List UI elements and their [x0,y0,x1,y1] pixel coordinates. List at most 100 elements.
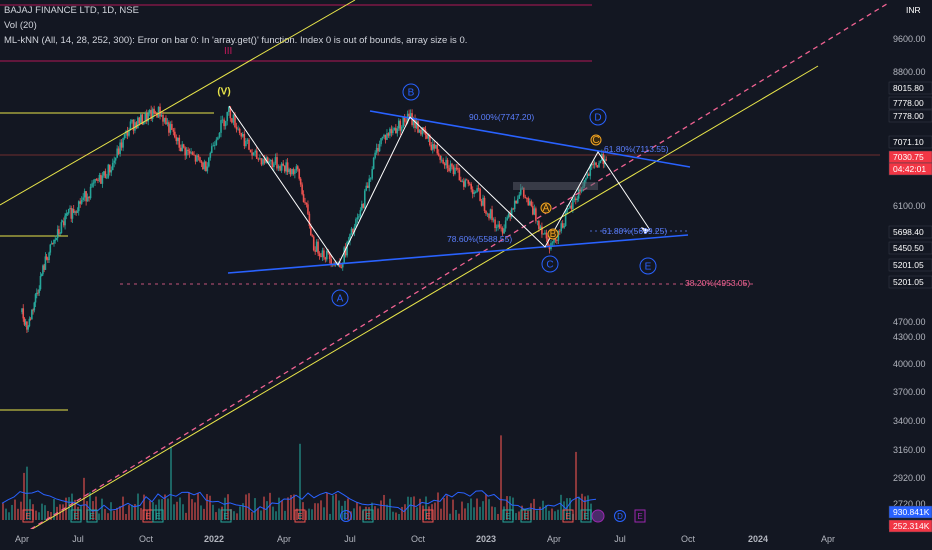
candle-body [101,175,104,184]
fib-label: 78.60%(5588.55) [447,234,512,244]
candle-body [145,113,148,122]
candle-body [363,190,366,208]
candle-body [190,152,192,154]
wave-label-c: C [592,135,599,146]
price-tag-bg [888,519,932,533]
earnings-marker-label: E [155,512,160,521]
candle-body [104,171,107,178]
candle-body [339,262,341,268]
candle-body [132,119,135,131]
candle-body [35,292,38,295]
y-tick-label: 3400.00 [893,416,926,426]
candle-body [548,245,551,250]
candle-body [399,120,402,131]
candle-body [235,127,238,130]
volume-bar [410,497,412,520]
candle-body [436,144,439,154]
earnings-marker-label: E [297,512,302,521]
candle-body [47,259,49,261]
candle-body [123,134,126,139]
volume-bar [107,513,109,520]
candle-body [175,137,178,142]
candle-body [573,198,576,200]
volume-bar [44,505,46,520]
volume-bar [11,504,13,520]
candle-body [518,194,521,199]
volume-bar [497,513,499,520]
candle-body [539,226,542,229]
candle-body [215,139,218,146]
candle-body [142,121,145,125]
candle-body [213,145,216,146]
candle-body [586,174,589,178]
price-tag-bg [888,81,932,95]
candle-body [430,145,433,150]
price-tag-bg [889,4,932,16]
earnings-marker-label: E [145,512,150,521]
volume-bar [566,498,568,520]
candle-body [465,179,468,181]
candle-body [489,209,492,219]
candle-body [76,211,79,213]
earnings-marker-label: E [73,512,78,521]
candle-body [464,179,467,187]
fib-label: 38.20%(4953.05) [685,278,750,288]
candle-body [544,232,546,234]
candle-body [353,226,356,233]
price-tag-bg [888,135,932,149]
candle-body [119,142,121,154]
volume-bar [320,500,322,520]
y-tick-label: 4000.00 [893,359,926,369]
candle-body [75,211,77,213]
volume-bar [8,512,10,520]
volume-bar [17,508,19,520]
volume-bar [41,503,43,520]
volume-bar [164,494,166,520]
volume-bar [359,506,361,520]
volume-bar [539,506,541,520]
candle-body [483,197,486,212]
candle-body [369,178,372,180]
x-tick-label: Oct [411,534,426,544]
volume-bars [1,435,601,520]
dividend-marker [340,510,352,522]
candle-body [556,240,558,241]
candle-body [324,257,327,260]
wave-label-circle [541,255,559,273]
volume-bar [254,498,256,520]
knn-indicator-error[interactable]: ML-kNN (All, 14, 28, 252, 300): Error on… [4,35,468,46]
candle-body [223,119,225,127]
volume-bar [326,492,328,520]
volume-bar [14,499,16,520]
volume-bar [260,510,262,520]
candle-body [426,134,428,139]
candle-body [397,120,400,129]
candle-body [282,163,285,166]
volume-bar [173,504,175,520]
volume-bar [314,503,316,520]
candle-body [503,228,505,234]
candle-body [246,139,249,141]
candle-body [67,208,70,214]
candle-body [166,122,169,125]
candle-body [285,162,287,172]
candle-body [168,122,170,133]
volume-bar [440,508,442,520]
candle-body [536,220,539,222]
volume-bar [308,508,310,520]
volume-bar [458,513,460,520]
volume-bar [404,504,406,520]
volume-bar [239,506,241,520]
earnings-marker [422,509,434,523]
volume-bar [275,511,277,520]
volume-bar [491,506,493,520]
volume-bar [512,497,514,520]
volume-indicator-label[interactable]: Vol (20) [4,20,37,31]
candle-body [437,153,440,156]
volume-bar [587,495,589,520]
x-tick-label: Apr [821,534,835,544]
candle-body [440,159,443,161]
earnings-marker-label: E [425,512,430,521]
candle-body [412,118,415,125]
